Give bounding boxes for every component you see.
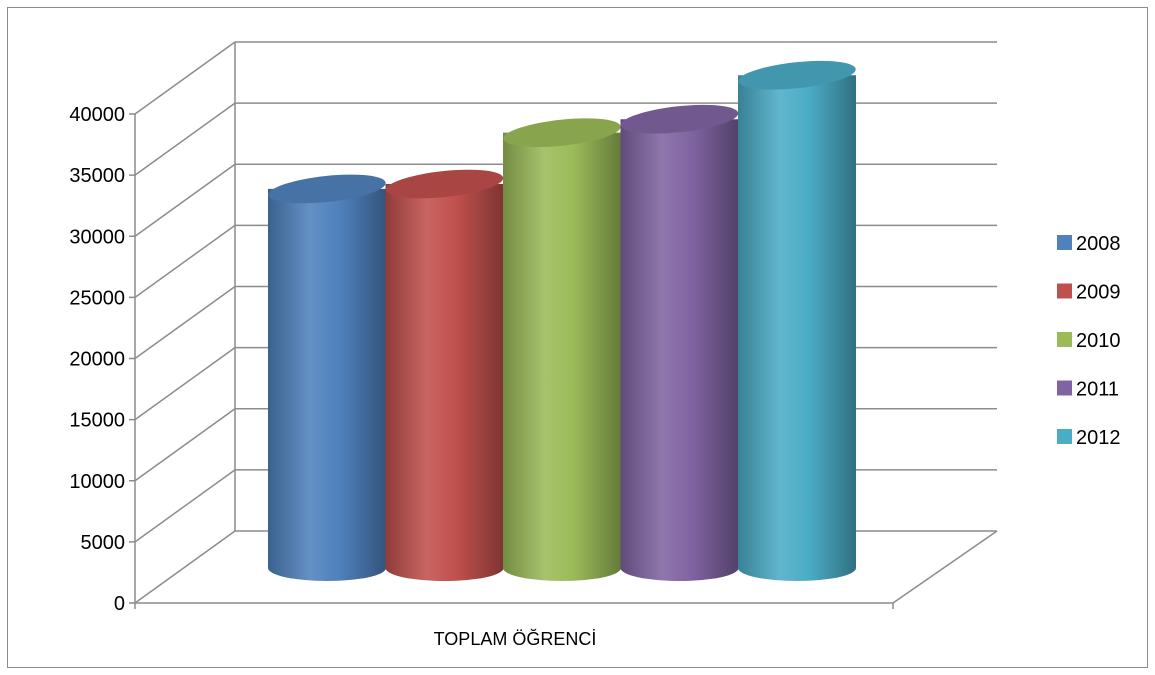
y-tick-label: 40000 xyxy=(69,104,125,126)
bar-body-2012 xyxy=(738,75,856,581)
bar-2012 xyxy=(738,60,856,581)
y-tick-label: 0 xyxy=(114,593,125,615)
bar-2009 xyxy=(385,169,504,582)
bar-body-2011 xyxy=(620,119,739,582)
bar-body-2008 xyxy=(268,188,386,582)
bar-top-2008 xyxy=(268,174,386,204)
legend-item-2011: 2011 xyxy=(1057,379,1119,401)
legend-swatch xyxy=(1057,235,1072,250)
y-tick-label: 10000 xyxy=(69,471,125,493)
bar-top-2012 xyxy=(738,60,856,90)
legend-label: 2009 xyxy=(1076,282,1121,304)
y-tick-label: 30000 xyxy=(69,226,125,248)
gridline-side xyxy=(134,347,236,421)
legend-label: 2011 xyxy=(1076,379,1119,401)
x-axis-categories: TOPLAM ÖĞRENCİ xyxy=(434,628,597,649)
legend-item-2008: 2008 xyxy=(1057,233,1121,255)
x-category-label: TOPLAM ÖĞRENCİ xyxy=(434,628,597,649)
legend-label: 2010 xyxy=(1076,330,1121,352)
legend-swatch xyxy=(1057,380,1072,396)
y-tick-label: 25000 xyxy=(69,287,125,309)
legend-item-2009: 2009 xyxy=(1057,282,1121,304)
bar-top-2011 xyxy=(620,104,739,134)
bar-2011 xyxy=(620,104,739,582)
bars xyxy=(268,60,856,582)
bar-top-2010 xyxy=(503,118,621,148)
bar-top-2009 xyxy=(385,169,504,199)
legend-swatch xyxy=(1057,283,1072,299)
gridline-side xyxy=(134,285,236,360)
y-axis-ticks: 0 5000 10000 15000 20000 25000 30000 35000 40000 xyxy=(69,104,135,615)
floor-right-edge xyxy=(892,530,998,604)
y-tick-label: 5000 xyxy=(81,532,126,554)
legend-swatch xyxy=(1057,332,1072,347)
legend-label: 2008 xyxy=(1076,233,1121,255)
y-tick-label: 15000 xyxy=(69,410,125,432)
legend-item-2010: 2010 xyxy=(1057,330,1121,352)
bar-body-2009 xyxy=(385,184,504,582)
bar-body-2010 xyxy=(503,132,621,581)
gridline-side xyxy=(134,469,236,543)
gridline-side xyxy=(134,224,236,298)
gridline-side xyxy=(134,41,236,115)
gridline-side xyxy=(134,408,236,482)
y-tick-label: 35000 xyxy=(69,165,125,187)
gridline-side xyxy=(134,530,236,604)
legend: 2008 2009 2010 2011 2012 xyxy=(1057,233,1121,449)
legend-label: 2012 xyxy=(1076,427,1121,449)
bar-2010 xyxy=(503,118,621,581)
legend-item-2012: 2012 xyxy=(1057,427,1121,449)
y-tick-label: 20000 xyxy=(69,349,125,371)
gridline-side xyxy=(134,163,236,237)
legend-swatch xyxy=(1057,429,1072,444)
bar-2008 xyxy=(268,174,386,582)
gridline-side xyxy=(134,102,236,176)
